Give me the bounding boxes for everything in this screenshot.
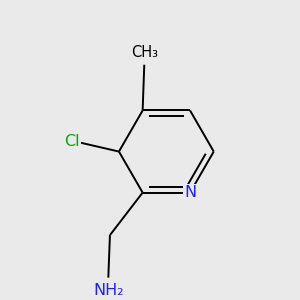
Text: CH₃: CH₃ — [131, 45, 158, 60]
Text: Cl: Cl — [64, 134, 79, 149]
Text: NH₂: NH₂ — [93, 283, 124, 298]
Text: N: N — [184, 185, 196, 200]
